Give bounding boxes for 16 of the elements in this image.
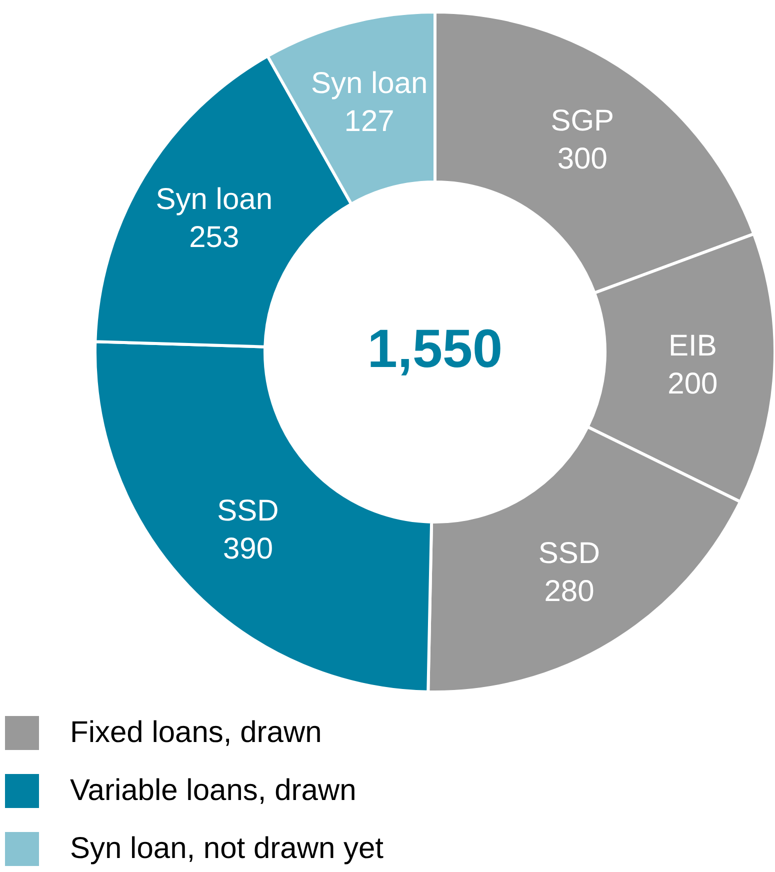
data-label: 390: [222, 532, 274, 566]
slice-label: SGP: [550, 104, 614, 138]
text: 1,550: [366, 318, 504, 380]
slice-label: SSD: [538, 536, 600, 570]
text: Variable loans, drawn: [70, 774, 356, 808]
slice-label: Syn loan: [310, 67, 428, 100]
text: Fixed loans, drawn: [70, 716, 322, 750]
slice-label: Syn loan: [156, 183, 273, 216]
slice-label: SSD: [217, 494, 279, 528]
data-label: 280: [544, 574, 594, 608]
slice-label: EIB: [668, 330, 717, 363]
data-label: 127: [344, 105, 394, 138]
data-label: 253: [189, 221, 240, 254]
data-label: 200: [668, 368, 718, 401]
data-label: 300: [557, 142, 608, 176]
text: Syn loan, not drawn yet: [70, 832, 384, 866]
